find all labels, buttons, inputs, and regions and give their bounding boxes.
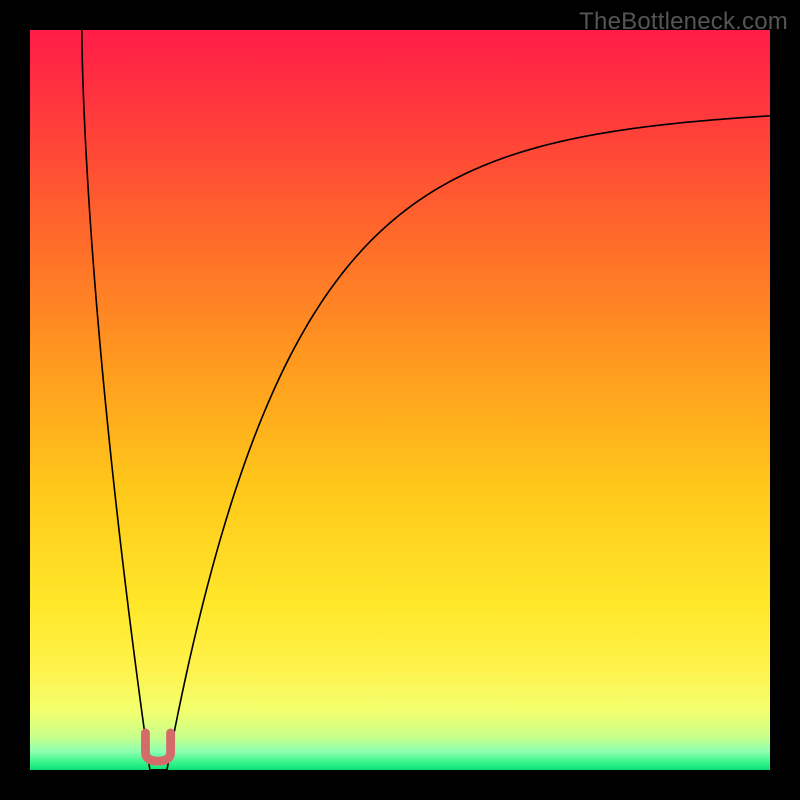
plot-area	[30, 30, 770, 770]
cusp-marker	[145, 733, 170, 761]
chart-container: TheBottleneck.com	[0, 0, 800, 800]
curve-layer	[30, 30, 770, 770]
bottleneck-curve	[82, 30, 770, 770]
